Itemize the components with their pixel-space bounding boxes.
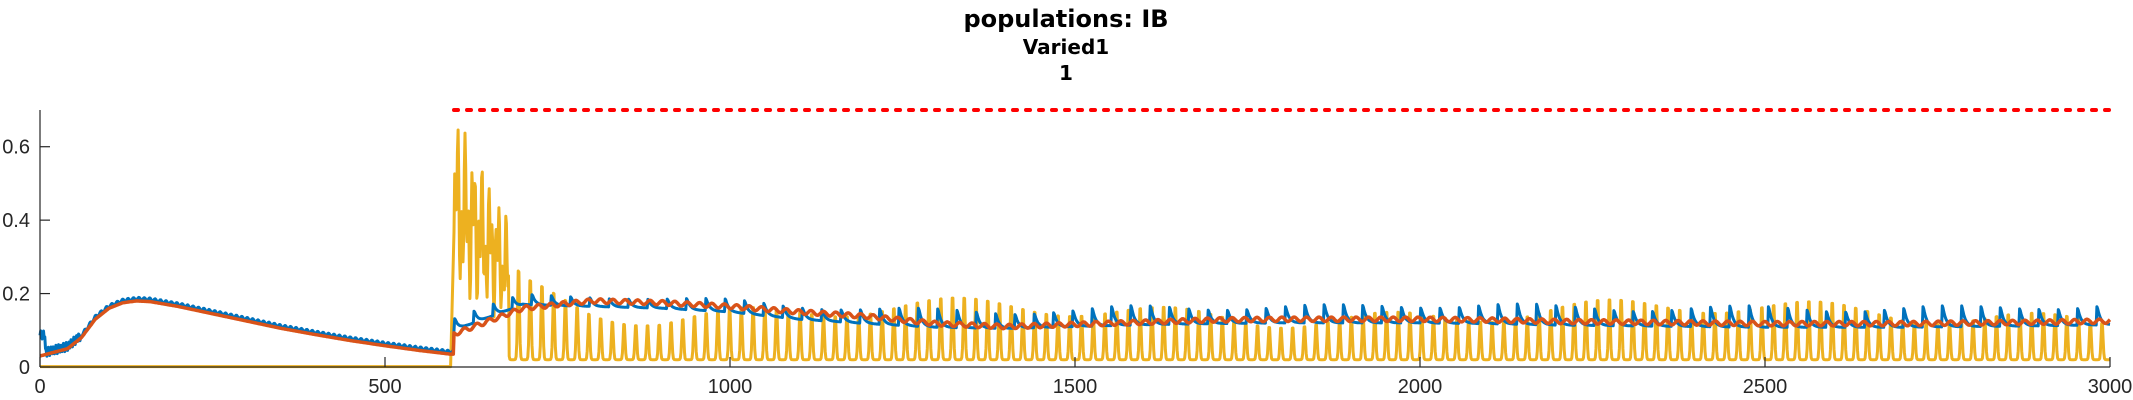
series-yellow-line <box>40 128 2111 369</box>
series-orange-line <box>38 297 2112 358</box>
chart-subtitle-1: Varied1 <box>1023 35 1109 59</box>
y-tick-label: 0.6 <box>2 137 30 159</box>
x-tick-label: 2000 <box>1398 376 1443 398</box>
y-tick-label: 0.4 <box>2 210 30 232</box>
y-tick-label: 0 <box>19 357 30 379</box>
axes: 0 500 1000 1500 2000 2500 3000 0 0.2 0.4 0.6 <box>2 110 2132 398</box>
x-tick-label: 0 <box>34 376 45 398</box>
chart-title: populations: IB <box>963 5 1168 33</box>
x-tick-label: 1000 <box>708 376 753 398</box>
plot-area <box>38 108 2112 369</box>
y-tick-label: 0.2 <box>2 284 30 306</box>
x-tick-label: 1500 <box>1053 376 1098 398</box>
chart-subtitle-2: 1 <box>1059 61 1073 85</box>
x-tick-label: 2500 <box>1743 376 1788 398</box>
x-tick-label: 500 <box>368 376 401 398</box>
x-tick-label: 3000 <box>2088 376 2133 398</box>
